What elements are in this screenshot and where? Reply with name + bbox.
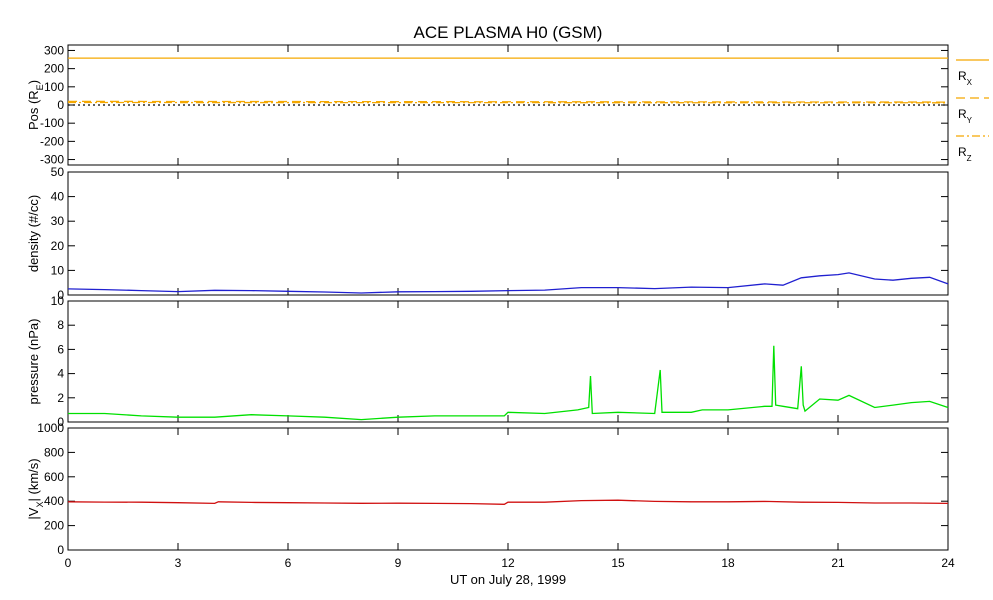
panel-0-ytick-label-5: -200 — [40, 134, 64, 148]
chart-title: ACE PLASMA H0 (GSM) — [414, 23, 603, 42]
panel-3-ytick-label-2: 400 — [44, 494, 64, 508]
panel-0-ytick-label-6: -300 — [40, 153, 64, 167]
panel-2-frame — [67, 300, 949, 423]
panel-3-ytick-label-3: 600 — [44, 470, 64, 484]
panel-3-ytick-label-1: 200 — [44, 519, 64, 533]
panel-0-ytick-label-1: 200 — [44, 62, 64, 76]
panel-0-ytick-label-2: 100 — [44, 80, 64, 94]
panel-2-ytick-label-1: 2 — [57, 391, 64, 405]
xtick-label-0: 0 — [65, 556, 72, 570]
panel-0-series-1 — [67, 100, 949, 103]
x-axis-label: UT on July 28, 1999 — [450, 572, 566, 587]
xtick-label-8: 24 — [941, 556, 955, 570]
panel-2-ytick-label-0: 0 — [57, 415, 64, 429]
panel-3-ytick-label-4: 800 — [44, 445, 64, 459]
xtick-label-6: 18 — [721, 556, 735, 570]
panel-3-frame — [67, 427, 949, 551]
panel-1-ytick-label-2: 20 — [51, 239, 65, 253]
panel-1-ytick-label-5: 50 — [51, 165, 65, 179]
panel-3-ytick-label-0: 0 — [57, 543, 64, 557]
xtick-label-1: 3 — [175, 556, 182, 570]
panel-1-ytick-label-4: 40 — [51, 190, 65, 204]
xtick-label-2: 6 — [285, 556, 292, 570]
panel-0-ytick-label-3: 0 — [57, 98, 64, 112]
panel-3-ylabel: |VX| (km/s) — [26, 458, 45, 519]
legend-label-0: RX — [958, 69, 973, 87]
panel-0-ytick-label-0: 300 — [44, 43, 64, 57]
legend-label-2: RZ — [958, 145, 972, 163]
panel-2-ylabel: pressure (nPa) — [26, 319, 41, 405]
xtick-label-4: 12 — [501, 556, 515, 570]
panel-2-ytick-label-3: 6 — [57, 342, 64, 356]
xtick-label-5: 15 — [611, 556, 625, 570]
legend-label-1: RY — [958, 107, 973, 125]
panel-2-ytick-label-4: 8 — [57, 318, 64, 332]
panel-2-series-0 — [68, 345, 949, 421]
panel-2-ytick-label-2: 4 — [57, 367, 64, 381]
panel-1-ytick-label-0: 0 — [57, 288, 64, 302]
panel-1-ytick-label-3: 30 — [51, 214, 65, 228]
panel-1-ylabel: density (#/cc) — [26, 195, 41, 272]
panel-1-ytick-label-1: 10 — [51, 263, 65, 277]
panel-0-ylabel: Pos (RE) — [26, 80, 45, 130]
xtick-label-7: 21 — [831, 556, 845, 570]
panel-3-ytick-label-5: 1000 — [37, 421, 64, 435]
panel-1-series-0 — [67, 272, 949, 294]
panel-0-ytick-label-4: -100 — [40, 116, 64, 130]
panel-3-series-0 — [67, 499, 949, 505]
xtick-label-3: 9 — [395, 556, 402, 570]
panel-2-ytick-label-5: 10 — [51, 294, 65, 308]
